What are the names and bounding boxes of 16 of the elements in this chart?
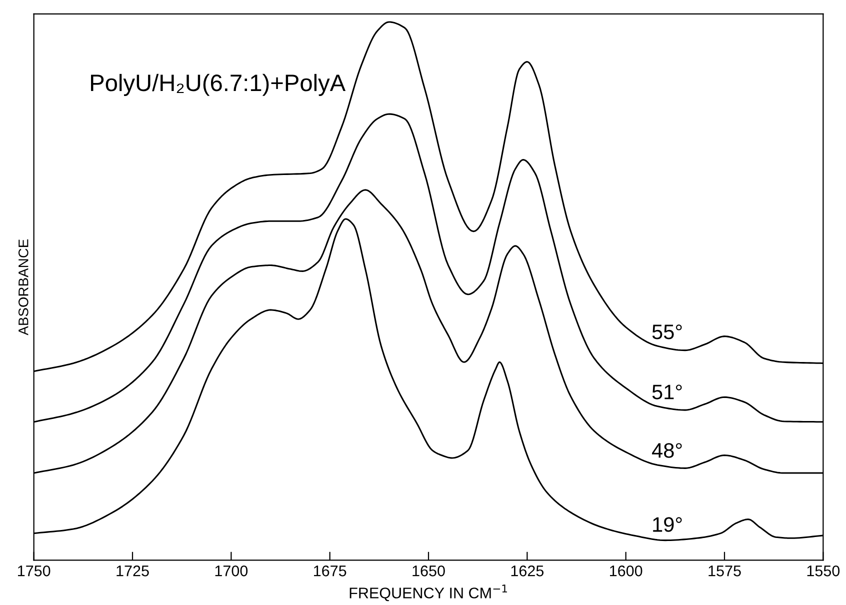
x-tick-label: 1700 xyxy=(215,565,248,576)
x-tick-label: 1750 xyxy=(18,565,50,576)
x-tick-label: 1675 xyxy=(314,565,346,576)
x-tick-label: 1550 xyxy=(807,565,840,576)
x-tick-label: 1725 xyxy=(116,565,149,576)
y-axis-title: ABSORBANCE xyxy=(18,239,28,336)
series-label: 19° xyxy=(653,517,682,532)
x-tick-label: 1650 xyxy=(412,565,445,576)
series-label: 48° xyxy=(652,443,682,458)
text: PolyU/H₂U(6.7:1)+PolyA xyxy=(91,74,346,96)
x-axis-title: FREQUENCY IN CM$^{−1}$ xyxy=(350,584,507,602)
series-label: 51° xyxy=(652,384,682,400)
series-label: 55° xyxy=(652,324,682,340)
x-tick-label: 1625 xyxy=(511,565,544,576)
x-tick-label: 1600 xyxy=(610,565,642,576)
x-tick-label: 1575 xyxy=(708,566,741,576)
